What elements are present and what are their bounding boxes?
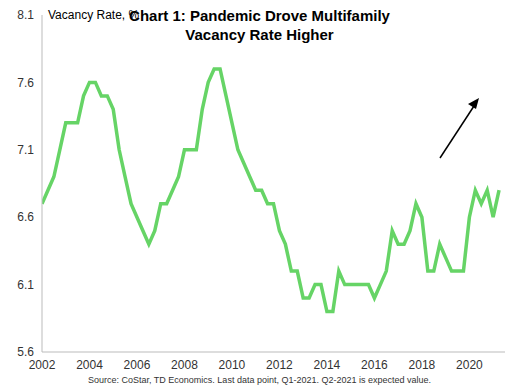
svg-text:2010: 2010: [219, 358, 246, 372]
svg-text:2020: 2020: [456, 358, 483, 372]
svg-text:2016: 2016: [361, 358, 388, 372]
svg-text:2006: 2006: [124, 358, 151, 372]
html-text:Source: CoStar, TD Economics.: Source: CoStar, TD Economics. Last data …: [88, 375, 431, 385]
svg-text:7.1: 7.1: [17, 143, 34, 157]
svg-text:2008: 2008: [171, 358, 198, 372]
svg-text:5.6: 5.6: [17, 345, 34, 359]
svg-text:8.1: 8.1: [17, 8, 34, 22]
svg-text:7.6: 7.6: [17, 76, 34, 90]
svg-text:2004: 2004: [76, 358, 103, 372]
html-text:Chart 1: Pandemic Drove Multif: Chart 1: Pandemic Drove Multifamily Vaca…: [129, 7, 390, 43]
html-text:Vacancy Rate, %: Vacancy Rate, %: [48, 8, 140, 22]
svg-text:2018: 2018: [409, 358, 436, 372]
svg-text:2012: 2012: [266, 358, 293, 372]
svg-text:6.1: 6.1: [17, 278, 34, 292]
svg-text:6.6: 6.6: [17, 210, 34, 224]
svg-text:2014: 2014: [314, 358, 341, 372]
svg-text:2002: 2002: [29, 358, 56, 372]
